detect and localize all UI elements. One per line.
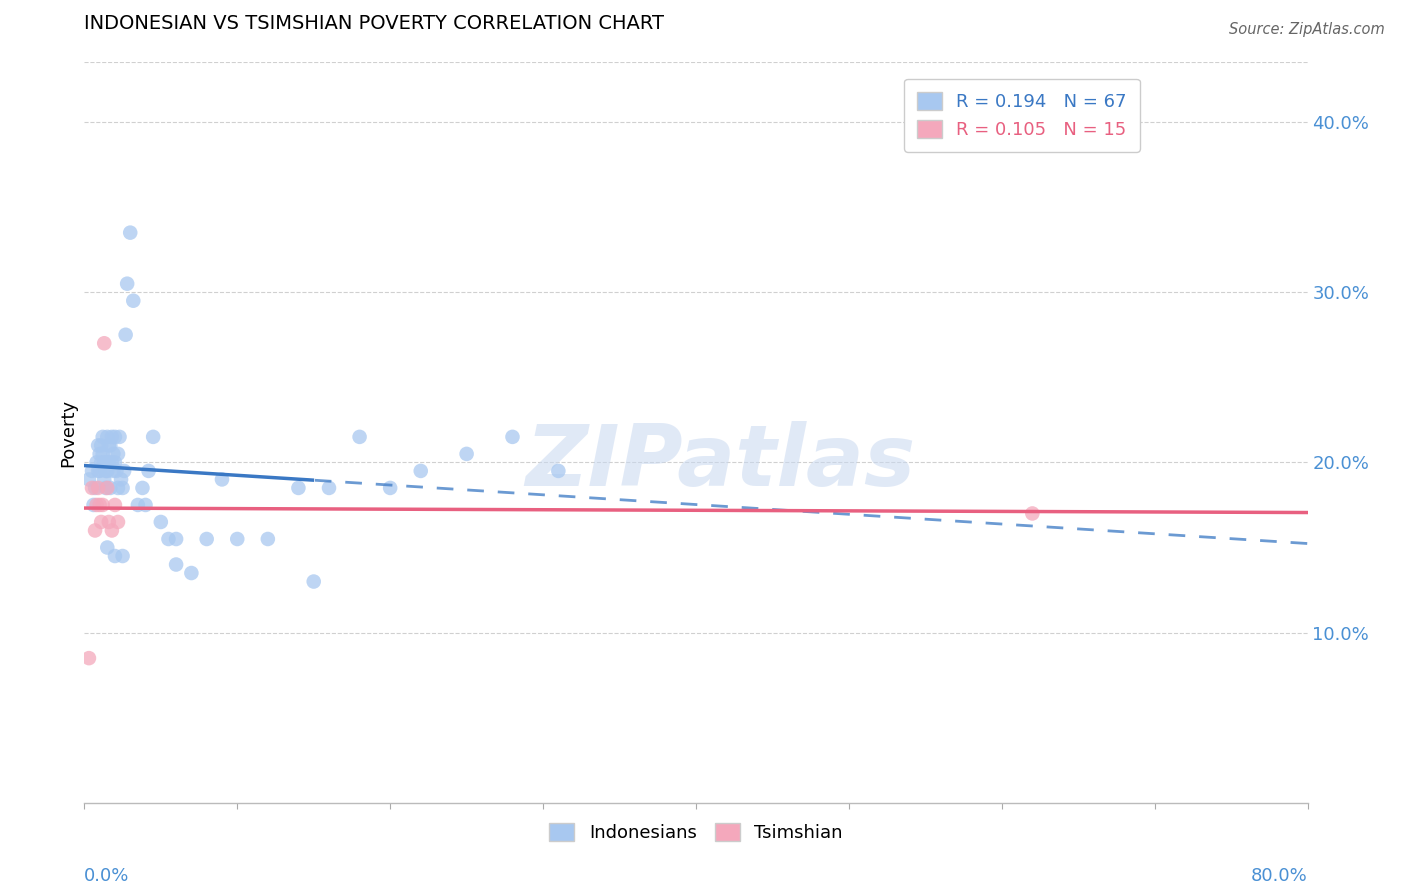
Point: [165, 532, 187, 546]
Point: [86, 455, 108, 469]
Point: [1021, 507, 1043, 521]
Point: [90, 438, 112, 452]
Point: [107, 481, 129, 495]
Point: [142, 430, 165, 444]
Text: Source: ZipAtlas.com: Source: ZipAtlas.com: [1229, 22, 1385, 37]
Point: [104, 455, 127, 469]
Point: [87, 481, 110, 495]
Point: [91, 498, 114, 512]
Y-axis label: Poverty: Poverty: [59, 399, 77, 467]
Point: [98, 481, 121, 495]
Point: [103, 464, 125, 478]
Point: [101, 455, 124, 469]
Text: INDONESIAN VS TSIMSHIAN POVERTY CORRELATION CHART: INDONESIAN VS TSIMSHIAN POVERTY CORRELAT…: [84, 13, 665, 33]
Point: [107, 515, 129, 529]
Point: [138, 464, 160, 478]
Point: [302, 574, 325, 589]
Point: [111, 549, 134, 563]
Point: [98, 438, 121, 452]
Point: [157, 532, 180, 546]
Point: [89, 498, 111, 512]
Point: [93, 455, 115, 469]
Point: [105, 464, 128, 478]
Point: [97, 455, 120, 469]
Point: [115, 277, 138, 291]
Point: [83, 498, 105, 512]
Point: [110, 472, 132, 486]
Point: [93, 336, 115, 351]
Point: [80, 481, 103, 495]
Point: [86, 498, 108, 512]
Text: 0.0%: 0.0%: [84, 868, 129, 886]
Point: [195, 532, 218, 546]
Point: [456, 447, 478, 461]
Point: [104, 498, 127, 512]
Point: [89, 447, 111, 461]
Point: [77, 472, 100, 486]
Point: [131, 481, 153, 495]
Point: [94, 464, 117, 478]
Legend: Indonesians, Tsimshian: Indonesians, Tsimshian: [541, 815, 851, 849]
Point: [111, 481, 134, 495]
Point: [96, 541, 118, 555]
Point: [108, 430, 131, 444]
Point: [502, 430, 524, 444]
Point: [349, 430, 371, 444]
Point: [135, 498, 157, 512]
Point: [380, 481, 402, 495]
Point: [226, 532, 249, 546]
Point: [91, 430, 114, 444]
Point: [120, 226, 142, 240]
Point: [257, 532, 280, 546]
Point: [89, 464, 111, 478]
Point: [96, 455, 118, 469]
Point: [96, 464, 118, 478]
Point: [97, 438, 120, 452]
Point: [94, 481, 117, 495]
Point: [80, 464, 103, 478]
Point: [104, 549, 127, 563]
Point: [103, 447, 125, 461]
Point: [77, 651, 100, 665]
Point: [287, 481, 309, 495]
Point: [91, 447, 114, 461]
Point: [112, 464, 135, 478]
Point: [180, 566, 202, 580]
Point: [104, 430, 127, 444]
Point: [409, 464, 432, 478]
Point: [107, 447, 129, 461]
Point: [96, 481, 118, 495]
Text: ZIPatlas: ZIPatlas: [526, 421, 915, 504]
Point: [87, 464, 110, 478]
Point: [101, 524, 124, 538]
Point: [211, 472, 233, 486]
Point: [90, 515, 112, 529]
Point: [165, 558, 187, 572]
Point: [97, 515, 120, 529]
Point: [93, 472, 115, 486]
Point: [547, 464, 569, 478]
Point: [87, 438, 110, 452]
Point: [84, 524, 107, 538]
Point: [127, 498, 149, 512]
Point: [114, 327, 136, 342]
Point: [318, 481, 340, 495]
Point: [122, 293, 145, 308]
Point: [96, 430, 118, 444]
Point: [149, 515, 172, 529]
Point: [90, 455, 112, 469]
Point: [84, 481, 107, 495]
Text: 80.0%: 80.0%: [1251, 868, 1308, 886]
Point: [101, 430, 124, 444]
